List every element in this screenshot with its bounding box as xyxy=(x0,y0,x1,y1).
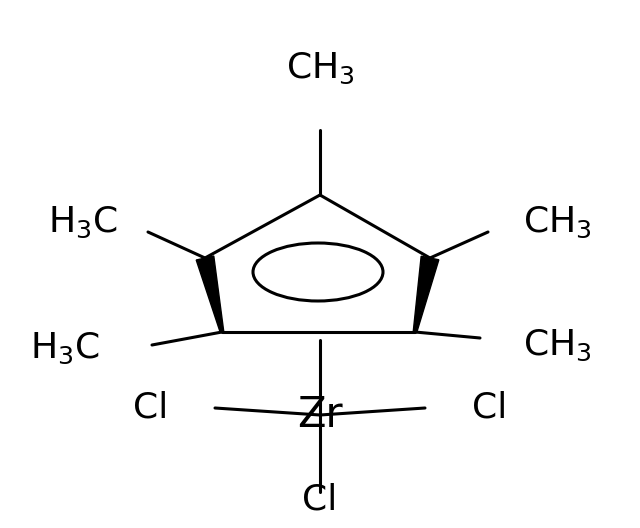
Text: Cl: Cl xyxy=(472,391,508,425)
Text: CH$_3$: CH$_3$ xyxy=(523,327,592,363)
Text: H$_3$C: H$_3$C xyxy=(30,331,100,366)
Text: CH$_3$: CH$_3$ xyxy=(285,50,355,86)
Text: Cl: Cl xyxy=(132,391,168,425)
Polygon shape xyxy=(413,256,439,332)
Text: CH$_3$: CH$_3$ xyxy=(523,204,592,240)
Text: Zr: Zr xyxy=(297,394,343,436)
Text: Cl: Cl xyxy=(302,483,338,517)
Polygon shape xyxy=(196,256,224,333)
Text: H$_3$C: H$_3$C xyxy=(48,204,118,240)
